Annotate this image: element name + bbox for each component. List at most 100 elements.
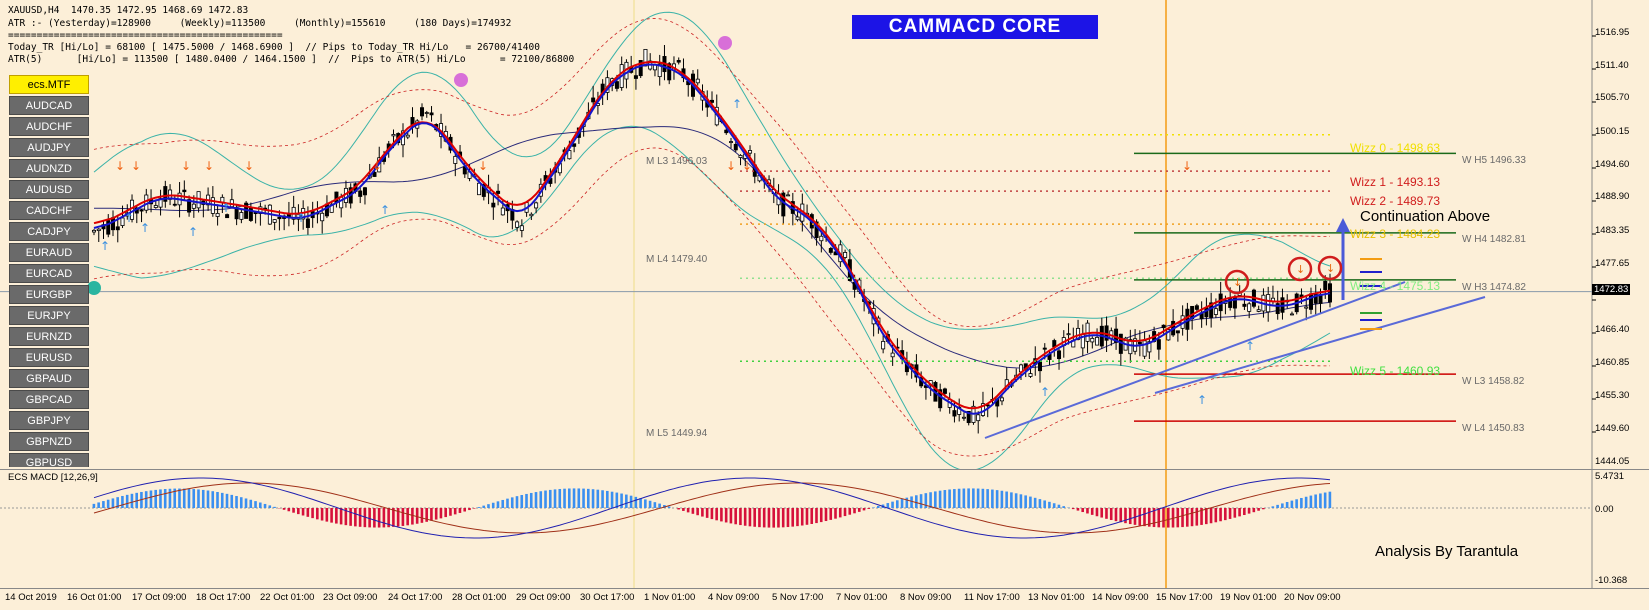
candle-body xyxy=(829,248,832,252)
time-tick: 16 Oct 01:00 xyxy=(67,592,121,603)
candle-body xyxy=(953,411,956,416)
symbol-button[interactable]: GBPNZD xyxy=(9,432,89,451)
candle-body xyxy=(615,82,618,89)
macd-histogram-bar xyxy=(587,489,590,508)
time-tick: 5 Nov 17:00 xyxy=(772,592,823,603)
time-tick: 28 Oct 01:00 xyxy=(452,592,506,603)
wizz-2-label: Wizz 2 - 1489.73 xyxy=(1350,194,1440,208)
macd-histogram-bar xyxy=(159,489,162,508)
symbol-button[interactable]: AUDJPY xyxy=(9,138,89,157)
symbol-button[interactable]: CADCHF xyxy=(9,201,89,220)
candle-body xyxy=(1248,304,1251,312)
sell-arrow-icon: ↓ xyxy=(1182,159,1192,173)
macd-histogram-bar xyxy=(121,496,124,508)
level-label-w-l4: W L4 1450.83 xyxy=(1462,423,1524,434)
macd-histogram-bar xyxy=(725,508,728,522)
symbol-button[interactable]: EURGBP xyxy=(9,285,89,304)
macd-histogram-bar xyxy=(1029,497,1032,508)
macd-histogram-bar xyxy=(1215,508,1218,522)
candle-body xyxy=(406,135,409,137)
macd-histogram-bar xyxy=(711,508,714,519)
macd-histogram-bar xyxy=(829,508,832,520)
sell-arrow-icon: ↓ xyxy=(478,159,488,173)
macd-histogram-bar xyxy=(1129,508,1132,524)
buy-arrow-icon: ↑ xyxy=(380,203,390,217)
macd-histogram-bar xyxy=(592,489,595,508)
symbol-button[interactable]: EURAUD xyxy=(9,243,89,262)
macd-histogram-bar xyxy=(906,498,909,508)
symbol-button[interactable]: AUDUSD xyxy=(9,180,89,199)
macd-histogram-bar xyxy=(1105,508,1108,519)
symbol-button[interactable]: GBPCAD xyxy=(9,390,89,409)
candle-body xyxy=(363,188,366,195)
symbol-button[interactable]: CADJPY xyxy=(9,222,89,241)
symbol-button[interactable]: GBPUSD xyxy=(9,453,89,467)
symbol-button[interactable]: EURJPY xyxy=(9,306,89,325)
macd-histogram-bar xyxy=(1219,508,1222,521)
macd-histogram-bar xyxy=(1329,492,1332,508)
symbol-button[interactable]: EURCAD xyxy=(9,264,89,283)
macd-histogram-bar xyxy=(1062,506,1065,508)
macd-histogram-bar xyxy=(796,508,799,526)
buy-arrow-icon: ↑ xyxy=(124,211,134,225)
buy-arrow-icon: ↑ xyxy=(1245,339,1255,353)
symbol-button[interactable]: EURUSD xyxy=(9,348,89,367)
sell-arrow-icon: ↓ xyxy=(1326,262,1335,275)
candle-body xyxy=(454,156,457,163)
macd-histogram-bar xyxy=(696,508,699,515)
price-tick: 1477.65 xyxy=(1595,258,1645,269)
macd-histogram-bar xyxy=(359,508,362,527)
symbol-button[interactable]: EURNZD xyxy=(9,327,89,346)
macd-histogram-bar xyxy=(1001,491,1004,508)
time-tick: 18 Oct 17:00 xyxy=(196,592,250,603)
candle-body xyxy=(97,229,100,230)
symbol-button[interactable]: AUDNZD xyxy=(9,159,89,178)
sell-arrow-icon: ↓ xyxy=(742,159,752,173)
sell-arrow-icon: ↓ xyxy=(115,159,125,173)
candle-body xyxy=(116,227,119,230)
macd-histogram-bar xyxy=(463,508,466,512)
buy-arrow-icon: ↑ xyxy=(296,211,306,225)
macd-histogram-bar xyxy=(1039,499,1042,508)
time-tick: 13 Nov 01:00 xyxy=(1028,592,1085,603)
macd-histogram-bar xyxy=(368,508,371,527)
macd-histogram-bar xyxy=(482,506,485,508)
symbol-button[interactable]: GBPAUD xyxy=(9,369,89,388)
candle-body xyxy=(430,113,433,115)
symbol-button[interactable]: AUDCAD xyxy=(9,96,89,115)
macd-histogram-bar xyxy=(982,489,985,508)
macd-histogram-bar xyxy=(478,507,481,508)
candle-body xyxy=(140,210,143,211)
symbol-button-active[interactable]: ecs.MTF xyxy=(9,75,89,94)
macd-canvas[interactable] xyxy=(0,470,1649,588)
candle-body xyxy=(1038,362,1041,371)
macd-histogram-bar xyxy=(1110,508,1113,520)
macd-histogram-bar xyxy=(1253,508,1256,512)
macd-histogram-bar xyxy=(430,508,433,521)
macd-histogram-bar xyxy=(1024,495,1027,508)
macd-panel[interactable] xyxy=(0,470,1649,588)
symbol-button[interactable]: AUDCHF xyxy=(9,117,89,136)
time-tick: 15 Nov 17:00 xyxy=(1156,592,1213,603)
signal-dot xyxy=(454,73,468,87)
macd-histogram-bar xyxy=(539,491,542,508)
macd-histogram-bar xyxy=(706,508,709,518)
time-tick: 4 Nov 09:00 xyxy=(708,592,759,603)
macd-histogram-bar xyxy=(1319,493,1322,508)
price-chart-panel[interactable]: ↓↓↓↓↓↓↓↓↓↓↓↓↓↑↑↑↑↑↑↑↑↑↑↑ XAUUSD,H4 1470.… xyxy=(0,0,1649,470)
macd-histogram-bar xyxy=(444,508,447,517)
macd-histogram-bar xyxy=(720,508,723,521)
symbol-button[interactable]: GBPJPY xyxy=(9,411,89,430)
today-tr-info: Today_TR [Hi/Lo] = 68100 [ 1475.5000 / 1… xyxy=(8,42,540,54)
time-tick: 20 Nov 09:00 xyxy=(1284,592,1341,603)
macd-histogram-bar xyxy=(1257,508,1260,511)
candle-body xyxy=(1057,351,1060,359)
macd-histogram-bar xyxy=(107,500,110,508)
candle-body xyxy=(748,150,751,153)
candle-body xyxy=(725,130,728,133)
macd-histogram-bar xyxy=(340,508,343,524)
macd-histogram-bar xyxy=(1248,508,1251,514)
macd-histogram-bar xyxy=(1210,508,1213,523)
macd-histogram-bar xyxy=(449,508,452,516)
macd-histogram-bar xyxy=(473,508,476,509)
